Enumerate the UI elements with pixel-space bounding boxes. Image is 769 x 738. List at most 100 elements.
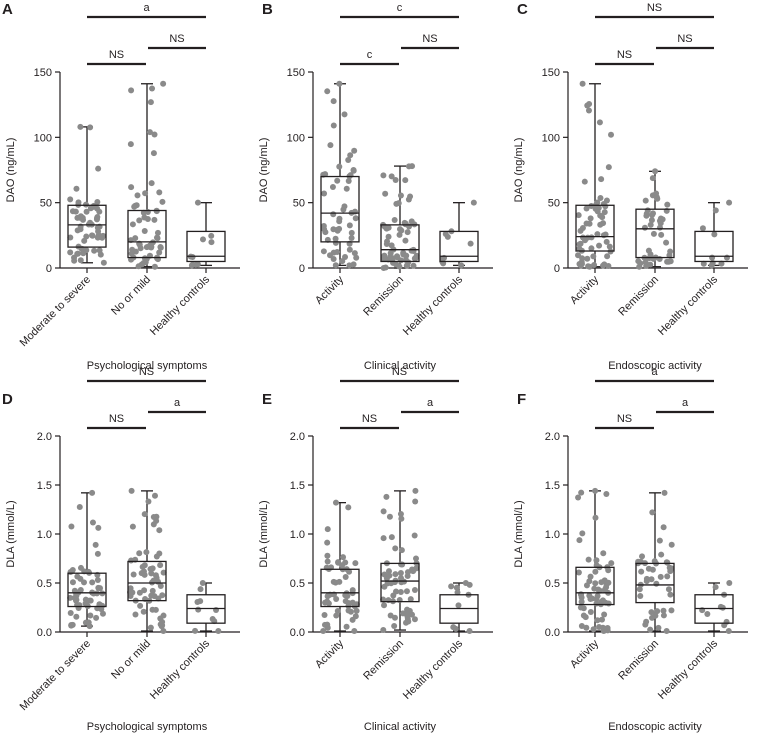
data-point — [208, 239, 215, 246]
data-point — [587, 573, 594, 580]
data-point — [643, 212, 650, 219]
significance-label: c — [367, 49, 373, 61]
data-point — [407, 596, 414, 603]
y-tick-label: 1.5 — [290, 480, 305, 492]
panel-c: C 0 50 100 150 DAO (ng/mL) Activity RemissionHe… — [513, 1, 748, 372]
x-tick-label: Remission — [361, 274, 406, 319]
data-point — [387, 612, 394, 619]
data-point — [141, 587, 148, 594]
data-point — [129, 221, 136, 228]
data-point — [639, 553, 646, 560]
data-point — [575, 569, 582, 576]
data-point — [135, 263, 142, 270]
data-point — [396, 231, 403, 238]
data-point — [663, 628, 670, 635]
data-point — [67, 196, 74, 203]
data-point — [147, 624, 154, 631]
data-point — [654, 608, 661, 615]
data-point — [579, 234, 586, 241]
data-point — [68, 523, 75, 530]
data-point — [143, 549, 150, 556]
x-tick-label: No or mild — [109, 274, 153, 318]
data-point — [605, 262, 612, 269]
data-point — [324, 552, 331, 559]
box-iqr — [67, 572, 107, 608]
data-point — [334, 248, 341, 255]
y-tick-label: 0 — [46, 263, 52, 275]
data-point — [719, 604, 726, 611]
data-point — [601, 209, 608, 216]
data-point — [638, 568, 645, 575]
box-group: Remission — [616, 489, 675, 682]
data-point — [399, 561, 406, 568]
data-point — [88, 232, 95, 239]
data-point — [329, 184, 336, 191]
data-point — [148, 570, 155, 577]
data-point — [398, 515, 405, 522]
panel-letter: A — [2, 1, 13, 18]
data-point — [453, 584, 460, 591]
data-point — [704, 611, 711, 618]
data-point — [136, 550, 143, 557]
data-point — [599, 214, 606, 221]
box-group: Healthy controls — [148, 199, 226, 338]
data-point — [382, 264, 389, 271]
data-point — [398, 547, 405, 554]
data-point — [89, 489, 96, 496]
data-point — [152, 606, 159, 613]
data-point — [159, 619, 166, 626]
data-point — [654, 195, 661, 202]
data-point — [330, 211, 337, 218]
data-point — [322, 229, 329, 236]
data-point — [85, 568, 92, 575]
data-point — [595, 586, 602, 593]
data-point — [94, 205, 101, 212]
data-point — [99, 233, 106, 240]
data-point — [381, 252, 388, 259]
data-point — [140, 209, 147, 216]
data-point — [67, 234, 74, 241]
data-point — [339, 258, 346, 265]
data-point — [380, 508, 387, 515]
data-point — [92, 541, 99, 548]
data-point — [411, 586, 418, 593]
y-axis-label: DLA (mmol/L) — [513, 500, 525, 567]
y-tick-label: 0.5 — [37, 578, 52, 590]
data-point — [330, 226, 337, 233]
data-point — [383, 493, 390, 500]
data-point — [215, 628, 222, 635]
x-axis-title: Clinical activity — [364, 721, 437, 733]
data-point — [156, 189, 163, 196]
data-point — [156, 249, 163, 256]
data-point — [346, 222, 353, 229]
data-point — [390, 592, 397, 599]
data-point — [608, 131, 615, 138]
box-group: Moderate to severe — [18, 489, 107, 713]
data-point — [67, 249, 74, 256]
data-point — [353, 254, 360, 261]
data-point — [94, 550, 101, 557]
data-point — [151, 492, 158, 499]
data-point — [145, 498, 152, 505]
x-axis-title: Psychological symptoms — [87, 360, 208, 372]
data-point — [448, 583, 455, 590]
significance-label: NS — [109, 49, 124, 61]
data-point — [594, 231, 601, 238]
panel-letter: D — [2, 391, 13, 408]
data-point — [148, 180, 155, 187]
data-point — [74, 573, 81, 580]
data-point — [95, 584, 102, 591]
data-point — [67, 609, 74, 616]
data-point — [648, 609, 655, 616]
data-point — [395, 200, 402, 207]
data-point — [74, 214, 81, 221]
data-point — [392, 545, 399, 552]
x-tick-label: Remission — [361, 638, 406, 683]
data-point — [151, 263, 158, 270]
data-point — [133, 202, 140, 209]
data-point — [327, 142, 334, 149]
data-point — [588, 202, 595, 209]
data-point — [335, 559, 342, 566]
data-point — [664, 258, 671, 265]
